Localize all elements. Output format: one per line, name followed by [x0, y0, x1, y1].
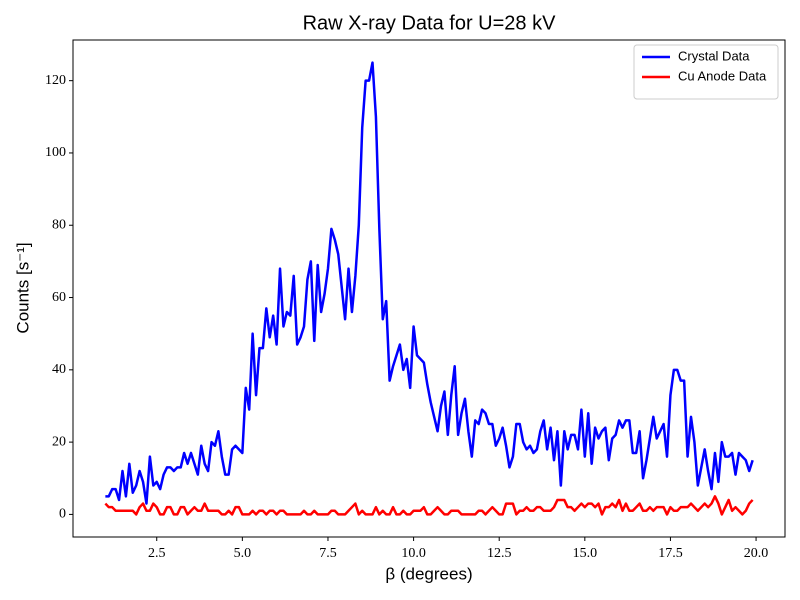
x-tick-label: 17.5	[658, 546, 683, 561]
y-tick-label: 20	[52, 434, 66, 449]
x-tick-label: 10.0	[401, 546, 426, 561]
x-tick-label: 5.0	[234, 546, 252, 561]
y-axis-label: Counts [s⁻¹]	[13, 242, 32, 333]
y-tick-label: 0	[59, 507, 66, 522]
x-axis-label: β (degrees)	[385, 564, 472, 583]
data-line	[105, 61, 754, 505]
x-tick-label: 7.5	[319, 546, 337, 561]
y-tick-label: 40	[52, 362, 66, 377]
plot-frame	[72, 39, 786, 538]
legend-label: Crystal Data	[678, 48, 750, 63]
y-tick-label: 60	[52, 290, 66, 305]
y-tick-label: 100	[45, 145, 66, 160]
y-tick-label: 120	[45, 73, 66, 88]
x-tick-label: 12.5	[487, 546, 512, 561]
y-tick-label: 80	[52, 217, 66, 232]
chart-title: Raw X-ray Data for U=28 kV	[303, 12, 557, 34]
data-line	[104, 495, 754, 516]
x-tick-label: 20.0	[744, 546, 769, 561]
x-tick-label: 15.0	[573, 546, 598, 561]
legend-label: Cu Anode Data	[678, 68, 767, 83]
x-tick-label: 2.5	[148, 546, 166, 561]
legend-box	[633, 44, 779, 100]
